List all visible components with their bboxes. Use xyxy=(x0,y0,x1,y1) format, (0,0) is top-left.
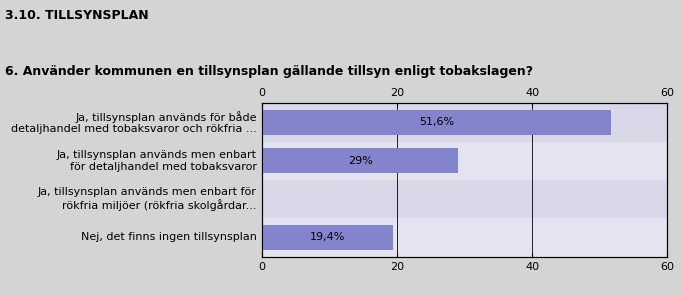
Text: 29%: 29% xyxy=(348,156,373,166)
Bar xyxy=(262,103,667,142)
Bar xyxy=(262,225,393,250)
Bar xyxy=(262,180,667,218)
Text: 3.10. TILLSYNSPLAN: 3.10. TILLSYNSPLAN xyxy=(5,9,149,22)
Bar xyxy=(262,148,458,173)
Bar xyxy=(262,218,667,257)
Bar xyxy=(262,110,611,135)
Bar xyxy=(262,142,667,180)
Text: 19,4%: 19,4% xyxy=(310,232,345,242)
Text: 51,6%: 51,6% xyxy=(419,117,454,127)
Text: 6. Använder kommunen en tillsynsplan gällande tillsyn enligt tobakslagen?: 6. Använder kommunen en tillsynsplan gäl… xyxy=(5,65,534,78)
